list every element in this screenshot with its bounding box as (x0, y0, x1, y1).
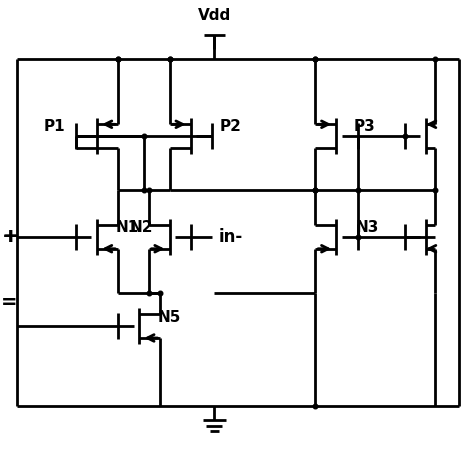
Text: N5: N5 (158, 310, 182, 325)
Text: P3: P3 (354, 119, 375, 134)
Text: N3: N3 (355, 220, 379, 235)
Text: +: + (3, 228, 19, 246)
Text: N1: N1 (116, 220, 139, 235)
Text: P2: P2 (220, 119, 242, 134)
Text: in-: in- (219, 228, 243, 246)
Text: N2: N2 (130, 220, 153, 235)
Text: P1: P1 (44, 119, 65, 134)
Text: Vdd: Vdd (198, 9, 231, 23)
Text: =: = (0, 293, 17, 312)
Text: +: + (2, 228, 18, 246)
